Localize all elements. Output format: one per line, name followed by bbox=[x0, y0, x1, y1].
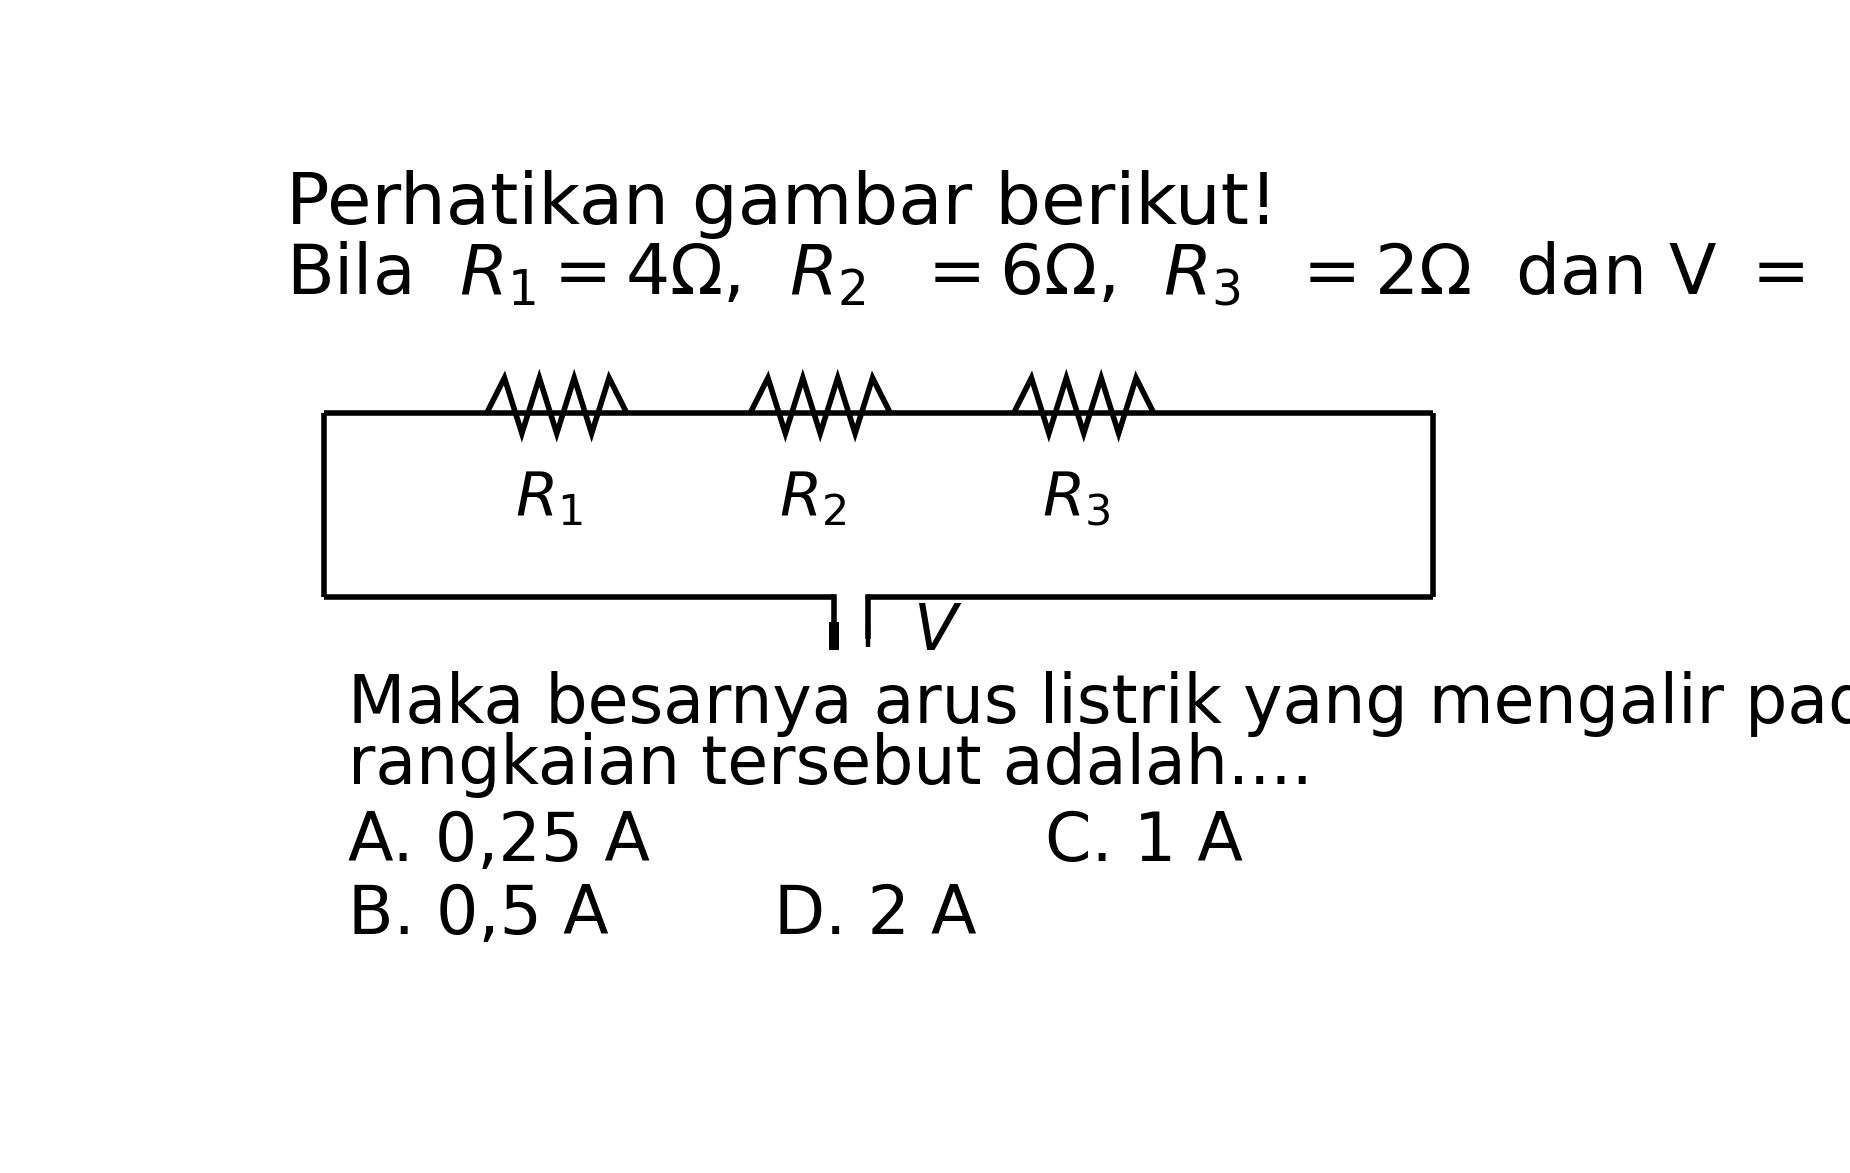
Text: Perhatikan gambar berikut!: Perhatikan gambar berikut! bbox=[285, 170, 1276, 239]
Text: $R_1$: $R_1$ bbox=[514, 470, 583, 529]
Text: $R_2$: $R_2$ bbox=[779, 470, 845, 529]
Text: Maka besarnya arus listrik yang mengalir pada: Maka besarnya arus listrik yang mengalir… bbox=[348, 671, 1850, 737]
Text: D. 2 A: D. 2 A bbox=[773, 882, 977, 948]
Text: $R_3$: $R_3$ bbox=[1042, 470, 1110, 529]
Text: V: V bbox=[914, 601, 956, 663]
Text: B. 0,5 A: B. 0,5 A bbox=[348, 882, 609, 948]
Text: rangkaian tersebut adalah....: rangkaian tersebut adalah.... bbox=[348, 732, 1312, 798]
Text: A. 0,25 A: A. 0,25 A bbox=[348, 809, 649, 875]
Text: C. 1 A: C. 1 A bbox=[1045, 809, 1243, 875]
Text: Bila  $R_1 = 4\Omega$,  $R_2$  $= 6\Omega$,  $R_3$  $= 2\Omega$  dan V $=$ 12 vo: Bila $R_1 = 4\Omega$, $R_2$ $= 6\Omega$,… bbox=[285, 239, 1850, 308]
